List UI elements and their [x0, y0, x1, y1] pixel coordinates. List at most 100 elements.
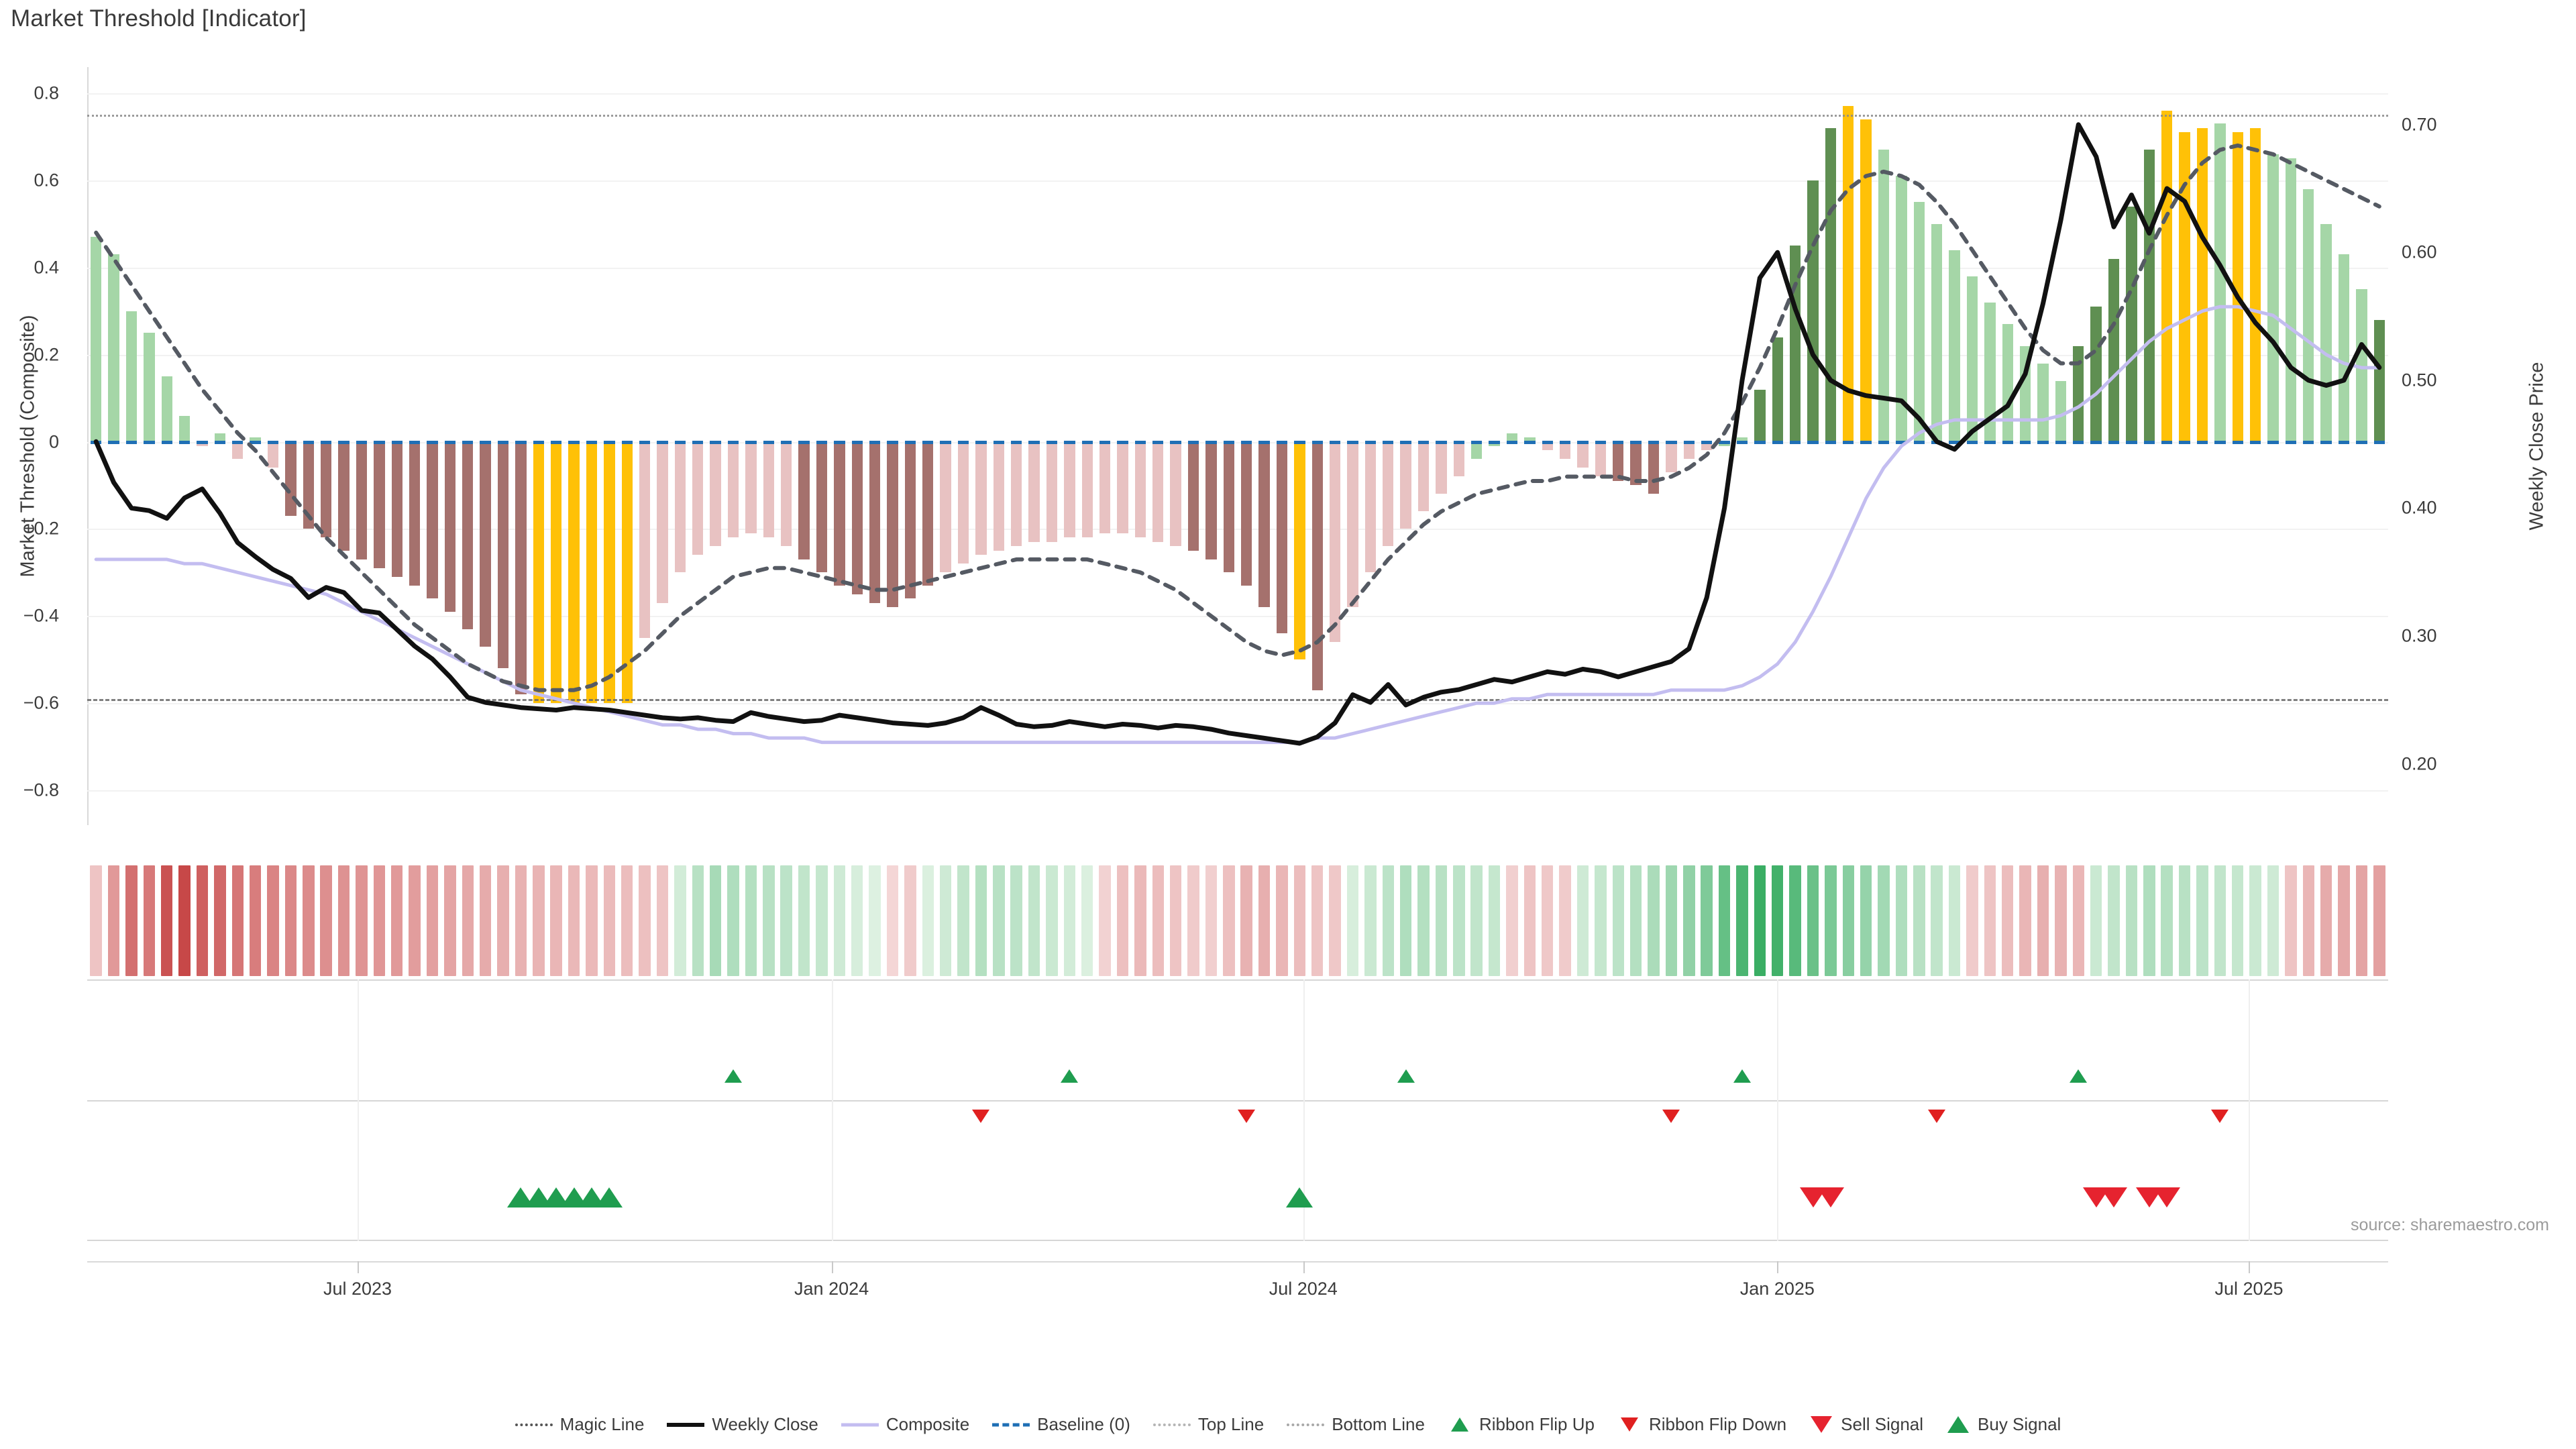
ribbon-cell[interactable]	[2108, 865, 2120, 976]
composite-bar[interactable]	[1807, 180, 1819, 442]
composite-bar[interactable]	[1134, 441, 1146, 538]
composite-bar[interactable]	[533, 441, 544, 704]
composite-bar[interactable]	[1736, 437, 1748, 442]
ribbon-cell[interactable]	[1542, 865, 1554, 976]
ribbon-cell[interactable]	[533, 865, 545, 976]
ribbon-cell[interactable]	[214, 865, 226, 976]
composite-bar[interactable]	[1205, 441, 1217, 559]
composite-bar[interactable]	[887, 441, 898, 608]
legend-item-ribbon-flip-down[interactable]: Ribbon Flip Down	[1617, 1414, 1786, 1435]
ribbon-cell[interactable]	[90, 865, 102, 976]
ribbon-cell[interactable]	[1629, 865, 1642, 976]
ribbon-cell[interactable]	[709, 865, 722, 976]
ribbon-cell[interactable]	[1789, 865, 1801, 976]
ribbon-cell[interactable]	[1046, 865, 1058, 976]
ribbon-cell[interactable]	[727, 865, 739, 976]
composite-bar[interactable]	[356, 441, 368, 559]
composite-bar[interactable]	[1081, 441, 1093, 538]
composite-bar[interactable]	[1117, 441, 1128, 533]
ribbon-cell[interactable]	[2178, 865, 2191, 976]
composite-bar[interactable]	[1949, 250, 1960, 442]
ribbon-cell[interactable]	[1311, 865, 1324, 976]
ribbon-cell[interactable]	[1169, 865, 1182, 976]
ribbon-cell[interactable]	[621, 865, 633, 976]
composite-bar[interactable]	[232, 441, 244, 460]
composite-bar[interactable]	[1258, 441, 1270, 608]
composite-bar[interactable]	[1223, 441, 1234, 573]
composite-bar[interactable]	[586, 441, 598, 704]
composite-bar[interactable]	[745, 441, 757, 533]
legend-item-composite[interactable]: Composite	[841, 1414, 969, 1435]
ribbon-cell[interactable]	[515, 865, 527, 976]
composite-bar[interactable]	[1311, 441, 1323, 690]
composite-bar[interactable]	[568, 441, 580, 704]
ribbon-cell[interactable]	[1435, 865, 1448, 976]
ribbon-flip-up-marker[interactable]	[1061, 1069, 1079, 1083]
ribbon-cell[interactable]	[1931, 865, 1943, 976]
legend-item-buy-signal[interactable]: Buy Signal	[1946, 1414, 2061, 1435]
ribbon-cell[interactable]	[656, 865, 669, 976]
composite-bar[interactable]	[834, 441, 845, 586]
ribbon-cell[interactable]	[1966, 865, 1978, 976]
ribbon-flip-up-marker[interactable]	[1397, 1069, 1415, 1083]
composite-bar[interactable]	[497, 441, 509, 669]
composite-bar[interactable]	[1524, 437, 1536, 442]
main-plot-area[interactable]: 0.8 0.6 0.4 0.2 0 −0.2 −0.4 −0.6 −0.8 0.70 0.60 0.…	[17, 67, 2548, 825]
composite-bar[interactable]	[1453, 441, 1464, 477]
composite-bar[interactable]	[374, 441, 385, 568]
ribbon-cell[interactable]	[409, 865, 421, 976]
composite-bar[interactable]	[727, 441, 739, 538]
ribbon-cell[interactable]	[1346, 865, 1359, 976]
ribbon-cell[interactable]	[993, 865, 1005, 976]
composite-bar[interactable]	[1011, 441, 1022, 547]
buy-signal-marker[interactable]	[1286, 1187, 1313, 1208]
sell-signal-marker[interactable]	[1817, 1187, 1844, 1208]
composite-bar[interactable]	[657, 441, 668, 603]
composite-bar[interactable]	[1152, 441, 1164, 542]
composite-bar[interactable]	[1347, 441, 1358, 608]
ribbon-cell[interactable]	[107, 865, 120, 976]
composite-bar[interactable]	[2002, 324, 2013, 442]
composite-bar[interactable]	[1577, 441, 1589, 468]
ribbon-cell[interactable]	[550, 865, 562, 976]
ribbon-cell[interactable]	[1081, 865, 1093, 976]
ribbon-cell[interactable]	[2125, 865, 2138, 976]
ribbon-cell[interactable]	[1825, 865, 1837, 976]
ribbon-cell[interactable]	[231, 865, 244, 976]
composite-bar[interactable]	[604, 441, 615, 704]
composite-bar[interactable]	[108, 254, 119, 442]
composite-bar[interactable]	[144, 333, 155, 442]
composite-bar[interactable]	[621, 441, 633, 704]
composite-bar[interactable]	[692, 441, 704, 555]
ribbon-cell[interactable]	[356, 865, 368, 976]
composite-bar[interactable]	[1719, 441, 1730, 446]
ribbon-cell[interactable]	[1116, 865, 1129, 976]
ribbon-flip-up-marker[interactable]	[724, 1069, 743, 1083]
ribbon-cell[interactable]	[1258, 865, 1271, 976]
composite-bar[interactable]	[1913, 202, 1925, 442]
ribbon-cell[interactable]	[1860, 865, 1872, 976]
ribbon-cell[interactable]	[2338, 865, 2350, 976]
ribbon-cell[interactable]	[1276, 865, 1288, 976]
composite-bar[interactable]	[1170, 441, 1181, 547]
composite-bar[interactable]	[1400, 441, 1411, 529]
ribbon-cell[interactable]	[2090, 865, 2102, 976]
composite-bar[interactable]	[2037, 363, 2049, 442]
composite-bar[interactable]	[2196, 127, 2208, 442]
ribbon-flip-up-marker[interactable]	[1733, 1069, 1751, 1083]
composite-bar[interactable]	[1187, 441, 1199, 551]
ribbon-cell[interactable]	[851, 865, 863, 976]
composite-bar[interactable]	[2214, 123, 2226, 442]
composite-bar[interactable]	[922, 441, 934, 586]
composite-bar[interactable]	[1506, 433, 1518, 442]
ribbon-cell[interactable]	[886, 865, 899, 976]
ribbon-cell[interactable]	[497, 865, 509, 976]
legend-item-ribbon-flip-up[interactable]: Ribbon Flip Up	[1448, 1414, 1595, 1435]
composite-bar[interactable]	[1046, 441, 1058, 542]
ribbon-cell[interactable]	[161, 865, 173, 976]
composite-bar[interactable]	[1878, 150, 1890, 442]
composite-bar[interactable]	[1683, 441, 1695, 460]
ribbon-cell[interactable]	[2232, 865, 2244, 976]
composite-bar[interactable]	[2373, 319, 2385, 442]
composite-bar[interactable]	[2126, 206, 2137, 442]
